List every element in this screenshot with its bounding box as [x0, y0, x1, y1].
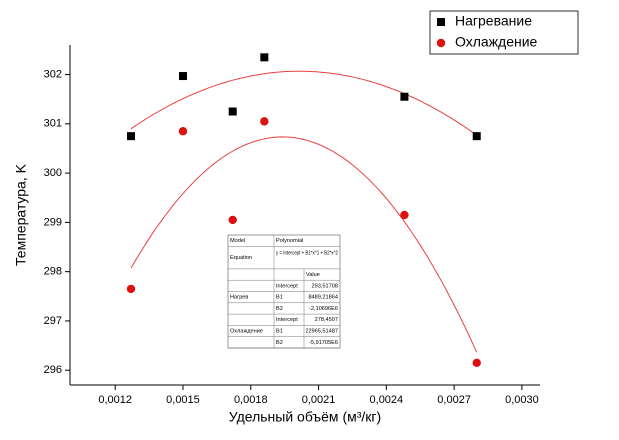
x-tick-label: 0,0018	[234, 394, 268, 406]
point	[127, 132, 136, 141]
fit-curve	[130, 70, 477, 136]
table-cell: B1	[276, 295, 283, 301]
point	[260, 117, 269, 126]
table-cell: Intercept	[276, 317, 298, 323]
y-tick-label: 298	[44, 266, 62, 278]
table-cell: Polynomial	[276, 238, 303, 244]
legend-label: Охлаждение	[455, 34, 538, 50]
table-cell: 8489,21864	[308, 295, 338, 301]
table-cell: 293,51708	[312, 283, 338, 289]
point	[400, 92, 409, 101]
legend-label: Нагревание	[455, 13, 532, 29]
table-cell: Intercept	[276, 283, 298, 289]
point	[178, 127, 188, 136]
table-cell: 278,4507	[315, 317, 338, 323]
table-cell: -5,91705E6	[309, 340, 338, 346]
y-tick-label: 302	[44, 68, 62, 80]
y-tick-label: 300	[44, 167, 62, 179]
x-tick-label: 0,0030	[505, 394, 539, 406]
point	[472, 132, 481, 141]
table-cell: Нагрев	[230, 295, 248, 301]
x-tick-label: 0,0027	[437, 394, 471, 406]
table-cell: B2	[276, 340, 283, 346]
fit-table: Model Polynomial Equation y = Intercept + B…	[227, 234, 341, 349]
point	[472, 358, 481, 368]
x-tick-label: 0,0024	[370, 394, 404, 406]
y-tick-label: 297	[44, 315, 62, 327]
legend-marker	[437, 18, 445, 26]
legend-box	[429, 10, 579, 55]
y-tick-label: 299	[44, 216, 62, 228]
table-cell: y = Intercept + B1*x^1 + B2*x^2	[276, 251, 338, 257]
table-cell: B2	[276, 306, 283, 312]
point	[260, 53, 269, 62]
y-tick-label: 296	[44, 364, 62, 376]
y-axis-label: Температура, K	[13, 163, 29, 266]
fit-curve	[130, 136, 478, 353]
x-tick-label: 0,0015	[166, 394, 200, 406]
x-tick-label: 0,0021	[302, 394, 336, 406]
table-cell: Охлаждение	[230, 329, 263, 335]
table-cell: Equation	[230, 255, 252, 261]
table-cell: B1	[276, 329, 283, 335]
x-tick-label: 0,0012	[98, 394, 132, 406]
y-tick-label: 301	[44, 118, 62, 130]
point	[228, 107, 237, 116]
table-cell: Value	[306, 272, 320, 278]
point	[228, 215, 237, 225]
point	[178, 72, 187, 81]
x-axis-label: Удельный объём (м³/кг)	[229, 409, 381, 425]
legend-marker	[436, 38, 446, 48]
point	[400, 210, 409, 220]
table-cell: 22965,51487	[305, 329, 338, 335]
table-cell: -2,10696E6	[309, 306, 338, 312]
table-cell: Model	[230, 238, 245, 244]
point	[126, 284, 136, 294]
